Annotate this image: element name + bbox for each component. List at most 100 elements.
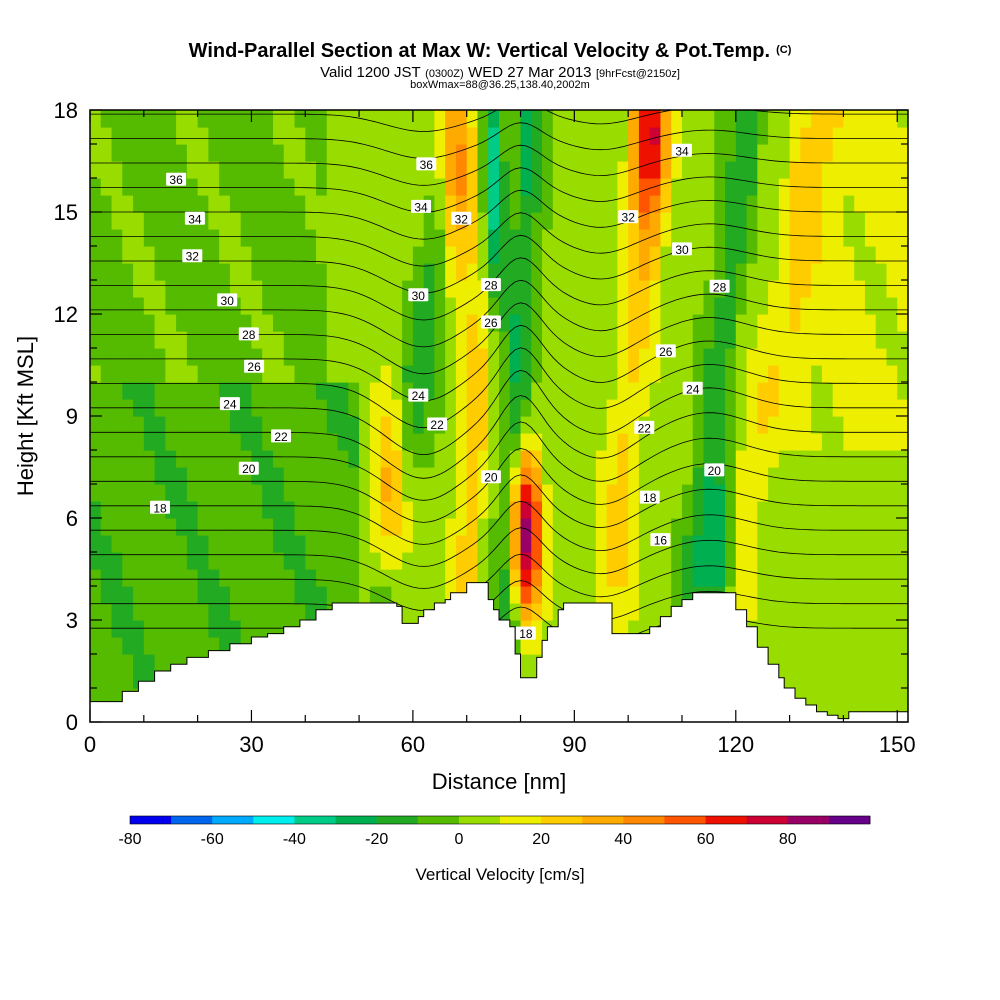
field-cell: [391, 518, 403, 536]
field-cell: [778, 637, 791, 655]
field-cell: [348, 161, 360, 179]
field-cell: [703, 399, 715, 417]
field-cell: [768, 620, 780, 638]
isentrope-line: [90, 234, 908, 294]
field-cell: [768, 144, 780, 162]
field-cell: [499, 382, 511, 400]
field-cell: [208, 314, 220, 332]
field-cell: [875, 212, 888, 230]
field-cell: [789, 399, 801, 417]
field-cell: [348, 535, 360, 553]
field-cell: [875, 229, 888, 247]
field-cell: [412, 467, 425, 485]
x-tick-label: 0: [84, 732, 96, 757]
field-cell: [391, 416, 403, 434]
field-cell: [262, 229, 274, 247]
field-cell: [768, 331, 780, 349]
field-cell: [617, 110, 629, 128]
field-cell: [574, 314, 586, 332]
field-cell: [90, 195, 102, 213]
field-cell: [897, 382, 908, 400]
field-cell: [757, 297, 769, 315]
field-cell: [843, 688, 855, 706]
field-cell: [90, 620, 102, 638]
field-cell: [595, 416, 608, 434]
field-cell: [165, 331, 177, 349]
field-cell: [272, 229, 285, 247]
field-cell: [143, 637, 156, 655]
field-cell: [725, 297, 737, 315]
contour-label: 32: [182, 249, 203, 264]
field-cell: [800, 331, 812, 349]
field-cell: [660, 195, 672, 213]
field-cell: [165, 433, 177, 451]
field-cell: [90, 365, 102, 383]
field-cell: [746, 348, 758, 366]
field-cell: [477, 365, 489, 383]
field-cell: [499, 212, 511, 230]
field-cell: [326, 144, 339, 162]
field-cell: [746, 331, 758, 349]
field-cell: [574, 297, 586, 315]
field-cell: [563, 399, 575, 417]
field-cell: [574, 450, 586, 468]
field-cell: [240, 348, 253, 366]
field-cell: [133, 280, 145, 298]
field-cell: [186, 178, 199, 196]
field-cell: [520, 433, 532, 451]
field-cell: [854, 586, 866, 604]
field-cell: [509, 212, 522, 230]
field-cell: [272, 518, 285, 536]
field-cell: [186, 331, 199, 349]
field-cell: [294, 229, 306, 247]
field-cell: [843, 654, 855, 672]
field-cell: [208, 518, 220, 536]
field-cell: [359, 212, 371, 230]
field-cell: [552, 467, 565, 485]
field-cell: [445, 450, 457, 468]
field-cell: [897, 178, 908, 196]
field-cell: [348, 331, 360, 349]
field-cell: [143, 671, 156, 689]
contour-label: 34: [672, 143, 692, 158]
field-cell: [681, 263, 694, 281]
field-cell: [606, 365, 618, 383]
field-cell: [757, 246, 769, 264]
field-cell: [423, 348, 436, 366]
field-cell: [283, 484, 296, 502]
field-cell: [402, 433, 414, 451]
field-cell: [133, 535, 145, 553]
field-cell: [864, 501, 877, 519]
field-cell: [165, 127, 177, 145]
field-cell: [875, 127, 888, 145]
field-cell: [875, 416, 888, 434]
field-cell: [90, 229, 102, 247]
field-cell: [768, 433, 780, 451]
field-cell: [520, 518, 532, 536]
field-cell: [606, 569, 618, 587]
field-cell: [768, 161, 780, 179]
field-cell: [197, 484, 209, 502]
field-cell: [811, 518, 823, 536]
field-cell: [778, 144, 791, 162]
field-cell: [778, 263, 791, 281]
field-cell: [229, 569, 242, 587]
field-cell: [768, 365, 780, 383]
field-cell: [111, 229, 123, 247]
field-cell: [789, 161, 801, 179]
field-cell: [326, 348, 339, 366]
isentrope-line: [90, 257, 908, 321]
field-cell: [681, 161, 694, 179]
field-cell: [800, 450, 812, 468]
field-cell: [864, 365, 877, 383]
field-cell: [606, 518, 618, 536]
field-cell: [585, 280, 597, 298]
field-cell: [821, 603, 834, 621]
field-cell: [864, 331, 877, 349]
field-cell: [186, 297, 199, 315]
field-cell: [305, 331, 317, 349]
field-cell: [391, 467, 403, 485]
field-cell: [585, 552, 597, 570]
field-cell: [316, 501, 328, 519]
field-cell: [165, 195, 177, 213]
